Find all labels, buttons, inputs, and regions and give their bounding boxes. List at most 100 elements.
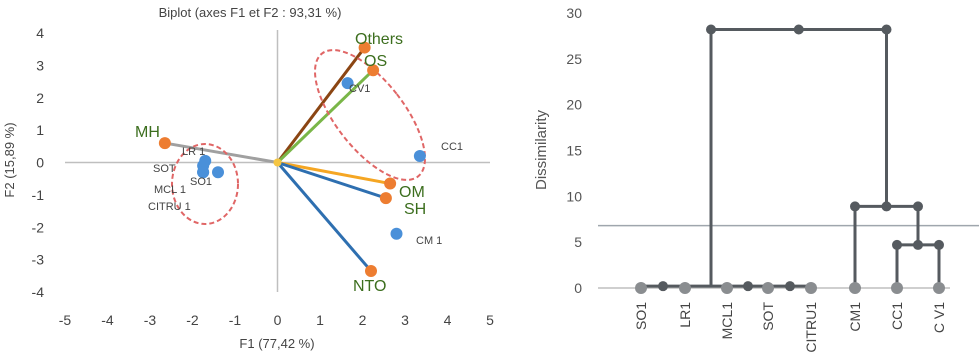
loading-vector — [276, 69, 375, 164]
y-tick-label: -4 — [32, 284, 45, 300]
dendrogram-leaf-label: CITRU1 — [803, 302, 819, 353]
biplot-cluster-ellipses — [171, 49, 426, 225]
dendrogram-y-tick-label: 10 — [566, 188, 582, 204]
variable-label: MH — [135, 124, 160, 141]
dendrogram-y-tick-label: 15 — [566, 143, 582, 159]
x-tick-label: 2 — [359, 312, 367, 328]
dendrogram-node — [881, 24, 892, 35]
observation-point — [341, 77, 354, 90]
variable-label: NTO — [353, 278, 386, 295]
dendrogram-y-axis: 0 5 10 15 20 25 30 — [566, 5, 979, 296]
observation-point — [197, 166, 210, 179]
loading-vector — [164, 141, 278, 164]
dendrogram-leaf-label: MCL1 — [719, 302, 735, 340]
dendrogram-leaf-point — [933, 282, 945, 294]
dendrogram-node — [706, 24, 716, 35]
biplot-title: Biplot (axes F1 et F2 : 93,31 %) — [159, 5, 342, 20]
loading-vector — [276, 161, 373, 272]
observation-point — [212, 166, 224, 179]
variable-point — [384, 177, 397, 190]
variable-point — [365, 264, 377, 277]
x-tick-label: 3 — [401, 312, 409, 328]
loading-vector — [276, 46, 366, 164]
x-tick-label: -1 — [229, 312, 242, 328]
dendrogram-node — [934, 239, 944, 250]
loading-vector — [277, 161, 391, 186]
x-tick-label: 1 — [316, 312, 324, 328]
y-tick-label: 2 — [36, 90, 44, 106]
dendrogram-leaf-point — [805, 282, 817, 294]
dendrogram-node — [658, 281, 668, 292]
origin-point — [273, 158, 282, 167]
cluster-ellipse-right — [314, 49, 426, 181]
dendrogram-leaf-label: LR1 — [677, 302, 693, 328]
dendrogram-leaf-label: CC1 — [889, 302, 905, 330]
dendrogram-chart: 0 5 10 15 20 25 30 SO1 LR1 MCL1 SOT CITRU1 CM1 CC1 C … — [533, 5, 979, 353]
dendrogram-leaf-point — [891, 282, 903, 294]
biplot-x-axis-label: F1 (77,42 %) — [239, 336, 314, 351]
biplot-axes: -5 -4 -3 -2 -1 0 1 2 3 4 5 -4 -3 -2 -1 0 1 2 3 4 — [32, 25, 495, 328]
x-tick-label: 5 — [486, 312, 494, 328]
dendrogram-y-tick-label: 0 — [574, 280, 582, 296]
observation-label: SO1 — [190, 176, 212, 188]
biplot-y-axis-label: F2 (15,89 %) — [2, 122, 17, 197]
observation-label: SOT — [153, 163, 176, 175]
variable-label: SH — [404, 201, 426, 218]
dendrogram-leaf-point — [762, 282, 774, 294]
biplot-vectors — [164, 46, 391, 272]
x-tick-label: -3 — [144, 312, 157, 328]
loading-vector — [277, 161, 387, 200]
variable-label: OS — [364, 53, 387, 70]
dendrogram-node — [793, 24, 804, 35]
x-tick-label: 0 — [274, 312, 282, 328]
biplot-points — [158, 41, 426, 277]
biplot-chart: Biplot (axes F1 et F2 : 93,31 %) -5 -4 -3-… — [2, 5, 494, 351]
variable-point — [379, 192, 392, 205]
observation-point — [413, 150, 426, 163]
dendrogram-leaf-label: SO1 — [633, 302, 649, 330]
dendrogram-leaf-label: C V1 — [931, 302, 947, 333]
y-tick-label: -1 — [32, 187, 45, 203]
dendrogram-leaf-point — [721, 282, 733, 294]
dendrogram-leaves: SO1 LR1 MCL1 SOT CITRU1 CM1 CC1 C V1 — [633, 282, 947, 353]
y-tick-label: 3 — [36, 57, 44, 73]
variable-label: Others — [355, 31, 403, 48]
variable-point — [358, 41, 371, 54]
dendrogram-node — [850, 201, 860, 212]
dendrogram-y-tick-label: 20 — [566, 97, 582, 113]
dendrogram-leaf-point — [849, 282, 861, 294]
x-tick-label: -4 — [101, 312, 114, 328]
observation-label: CC1 — [441, 141, 463, 153]
x-tick-label: 4 — [444, 312, 452, 328]
variable-label: OM — [399, 184, 425, 201]
dendrogram-links — [641, 24, 944, 292]
observation-label: LR 1 — [182, 146, 205, 158]
dendrogram-y-tick-label: 30 — [566, 5, 582, 21]
y-tick-label: 0 — [36, 155, 44, 171]
cluster-ellipse-left — [171, 143, 239, 225]
y-tick-label: 1 — [36, 122, 44, 138]
dendrogram-node — [785, 281, 795, 292]
y-tick-label: -2 — [32, 219, 45, 235]
dendrogram-leaf-label: SOT — [760, 302, 776, 331]
dendrogram-y-tick-label: 25 — [566, 51, 582, 67]
x-tick-label: -2 — [186, 312, 199, 328]
variable-point — [367, 64, 380, 77]
dendrogram-node — [743, 281, 753, 292]
observation-label: CV1 — [349, 83, 370, 95]
variable-point — [158, 137, 171, 150]
observation-label: CM 1 — [416, 235, 442, 247]
dendrogram-leaf-point — [679, 282, 691, 294]
dendrogram-leaf-label: CM1 — [847, 302, 863, 332]
dendrogram-node — [892, 239, 902, 250]
dendrogram-y-axis-label: Dissimilarity — [533, 110, 550, 190]
observation-label: CITRU 1 — [148, 201, 191, 213]
observation-label: MCL 1 — [154, 184, 186, 196]
dendrogram-leaf-point — [635, 282, 647, 294]
y-tick-label: -3 — [32, 252, 45, 268]
y-tick-label: 4 — [36, 25, 44, 41]
dendrogram-node — [913, 201, 923, 212]
observation-point — [390, 227, 403, 240]
